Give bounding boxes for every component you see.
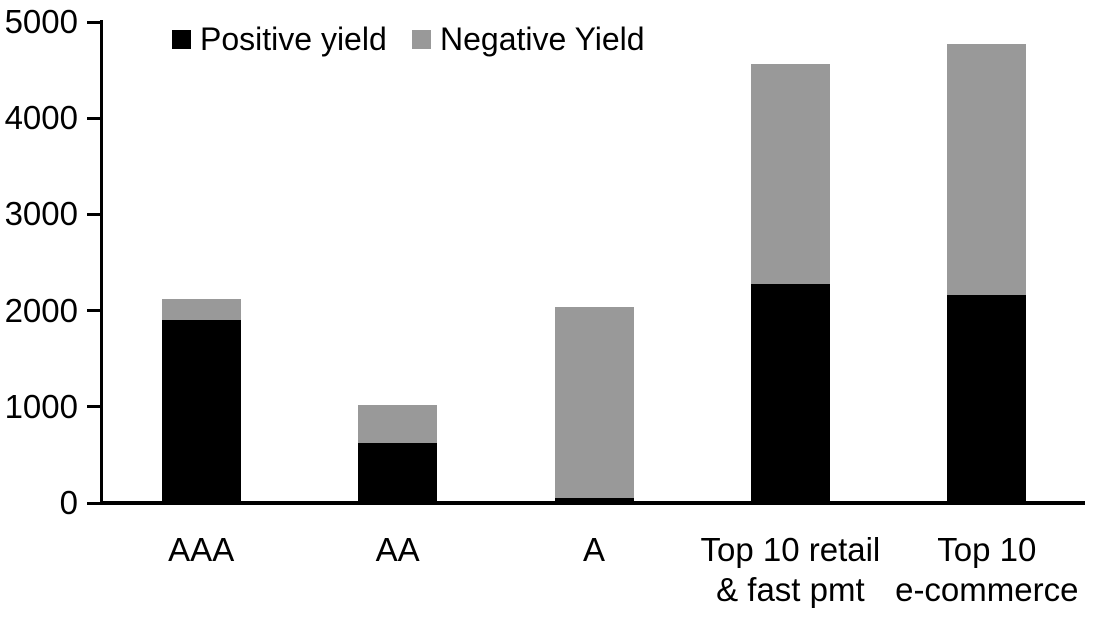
y-axis-tick-label: 2000	[4, 291, 78, 329]
x-axis-line	[100, 501, 1085, 505]
y-axis-tick-label: 5000	[4, 3, 78, 40]
legend-item-positive-yield: Positive yield	[172, 22, 387, 56]
bar-segment-negative-yield	[750, 64, 830, 284]
bar	[750, 22, 830, 503]
y-axis-tick-mark	[87, 405, 100, 409]
bar-segment-negative-yield	[358, 404, 438, 443]
legend: Positive yield Negative Yield	[0, 0, 1102, 70]
y-axis-tick-mark	[87, 116, 100, 120]
x-axis-category-label: Top 10 retail & fast pmt	[700, 531, 881, 608]
y-axis-tick-mark	[87, 501, 100, 505]
x-axis-category-label: AA	[375, 531, 420, 568]
y-axis-tick-label: 3000	[4, 195, 78, 233]
y-axis-line	[100, 20, 103, 505]
legend-item-negative-yield: Negative Yield	[412, 22, 645, 56]
bar	[358, 22, 438, 503]
y-axis-tick-label: 0	[59, 484, 78, 521]
legend-swatch-positive-yield	[172, 29, 191, 49]
y-axis-tick-label: 1000	[4, 387, 78, 425]
bar	[161, 22, 241, 503]
y-axis-tick-mark	[87, 212, 100, 216]
bar-segment-negative-yield	[554, 306, 634, 499]
y-axis-tick-mark	[87, 20, 100, 24]
x-axis-category-label: A	[582, 531, 605, 568]
bar-segment-positive-yield	[161, 320, 241, 503]
bar	[554, 22, 634, 503]
legend-label-positive-yield: Positive yield	[200, 21, 387, 57]
legend-label-negative-yield: Negative Yield	[440, 21, 645, 57]
bar-segment-positive-yield	[947, 295, 1027, 503]
bar-segment-positive-yield	[358, 442, 438, 503]
y-axis-tick-mark	[87, 309, 100, 313]
y-axis-tick-label: 4000	[4, 99, 78, 137]
bar	[947, 22, 1027, 503]
bar-segment-negative-yield	[161, 298, 241, 321]
bar-segment-negative-yield	[947, 44, 1027, 296]
bar-segment-positive-yield	[750, 283, 830, 503]
plot-area	[103, 22, 1085, 503]
legend-swatch-negative-yield	[412, 29, 431, 49]
x-axis-category-label: AAA	[168, 531, 235, 568]
x-axis-category-label: Top 10 e-commerce	[895, 531, 1079, 608]
bar-segment-positive-yield	[554, 498, 634, 503]
